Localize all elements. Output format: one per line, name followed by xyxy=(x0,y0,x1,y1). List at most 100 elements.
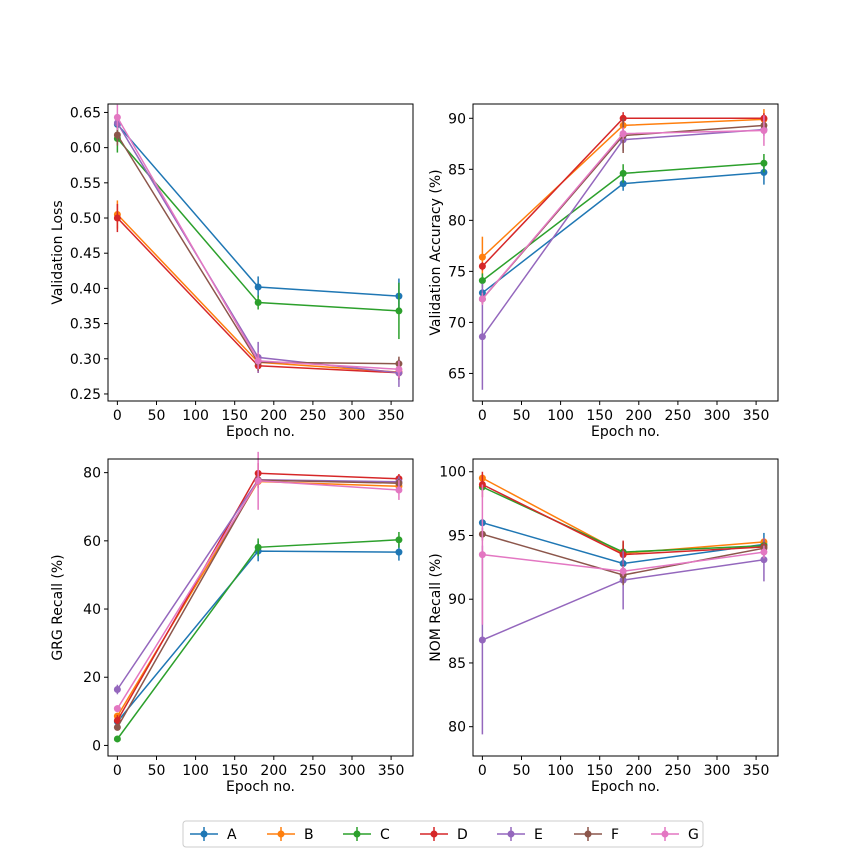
y-tick-label: 90 xyxy=(448,592,466,608)
data-point xyxy=(395,365,403,373)
legend-marker xyxy=(661,830,669,838)
data-point xyxy=(395,486,403,494)
x-tick-label: 250 xyxy=(665,408,692,424)
x-axis-label: Epoch no. xyxy=(591,424,660,440)
legend-entry-G: G xyxy=(651,827,699,843)
legend-entry-B: B xyxy=(267,827,314,843)
x-axis-label: Epoch no. xyxy=(226,779,295,795)
x-tick-label: 150 xyxy=(221,408,248,424)
legend-entry-D: D xyxy=(420,827,468,843)
data-point xyxy=(254,477,262,485)
legend-label: F xyxy=(611,827,619,843)
data-point xyxy=(113,735,121,743)
plot-area xyxy=(473,459,778,756)
y-axis-label: GRG Recall (%) xyxy=(50,554,66,660)
y-tick-label: 90 xyxy=(448,111,466,127)
data-point xyxy=(395,307,403,315)
legend-label: A xyxy=(227,827,237,843)
legend-label: D xyxy=(457,827,468,843)
data-point xyxy=(478,262,486,270)
x-tick-label: 300 xyxy=(704,763,731,779)
x-tick-label: 300 xyxy=(704,408,731,424)
x-tick-label: 0 xyxy=(113,763,122,779)
y-tick-label: 100 xyxy=(439,465,466,481)
data-point xyxy=(113,723,121,731)
series-G xyxy=(478,484,768,625)
x-tick-label: 150 xyxy=(586,408,613,424)
y-tick-label: 60 xyxy=(83,534,101,550)
x-tick-label: 250 xyxy=(300,763,327,779)
data-point xyxy=(619,567,627,575)
data-point xyxy=(254,283,262,291)
x-tick-label: 50 xyxy=(513,408,531,424)
data-point xyxy=(395,548,403,556)
x-tick-label: 0 xyxy=(113,408,122,424)
y-tick-label: 40 xyxy=(83,602,101,618)
legend: A B C D E F G xyxy=(182,820,704,848)
data-point xyxy=(254,543,262,551)
chart-grg-recall: 0 50 100 150 200 250 300 350 0 20 40 60 80 Epoch no. G… xyxy=(50,451,414,795)
y-tick-label: 80 xyxy=(448,720,466,736)
x-tick-label: 0 xyxy=(478,763,487,779)
y-tick-label: 0.55 xyxy=(70,176,101,192)
x-tick-label: 0 xyxy=(478,408,487,424)
legend-entry-F: F xyxy=(574,827,619,843)
data-point xyxy=(478,295,486,303)
legend-marker xyxy=(584,830,592,838)
y-tick-label: 0.65 xyxy=(70,105,101,121)
series-C xyxy=(113,531,403,743)
data-point xyxy=(113,214,121,222)
x-tick-label: 50 xyxy=(513,763,531,779)
y-tick-label: 80 xyxy=(448,213,466,229)
axes-frame xyxy=(472,458,779,757)
data-point xyxy=(619,169,627,177)
data-point xyxy=(478,253,486,261)
legend-entry-C: C xyxy=(343,827,390,843)
data-point xyxy=(478,333,486,341)
chart-loss: 0 50 100 150 200 250 300 350 0.25 0.30 0.35 0.40 0.4… xyxy=(50,103,414,440)
x-tick-label: 50 xyxy=(148,408,166,424)
plot-area xyxy=(108,104,413,401)
y-tick-label: 0.60 xyxy=(70,141,101,157)
axes-frame xyxy=(107,458,414,757)
y-tick-label: 0.45 xyxy=(70,246,101,262)
x-tick-label: 150 xyxy=(221,763,248,779)
data-point xyxy=(113,131,121,139)
x-tick-label: 200 xyxy=(625,763,652,779)
data-point xyxy=(478,277,486,285)
data-point xyxy=(113,686,121,694)
y-axis-label: NOM Recall (%) xyxy=(428,553,444,661)
data-point xyxy=(760,159,768,167)
plot-area xyxy=(473,104,778,401)
x-tick-label: 350 xyxy=(378,408,405,424)
y-tick-label: 20 xyxy=(83,670,101,686)
y-tick-label: 0.25 xyxy=(70,387,101,403)
y-axis-label: Validation Accuracy (%) xyxy=(428,169,444,335)
data-point xyxy=(113,705,121,713)
legend-entry-E: E xyxy=(497,827,543,843)
x-tick-label: 100 xyxy=(547,763,574,779)
y-tick-label: 0.50 xyxy=(70,211,101,227)
data-point xyxy=(395,536,403,544)
legend-label: C xyxy=(380,827,390,843)
series-G xyxy=(113,451,403,713)
axes-frame xyxy=(472,103,779,402)
x-tick-label: 100 xyxy=(182,408,209,424)
plot-area xyxy=(108,459,413,756)
legend-marker xyxy=(200,830,208,838)
y-tick-label: 70 xyxy=(448,315,466,331)
y-tick-label: 0.30 xyxy=(70,352,101,368)
axes-frame xyxy=(107,103,414,402)
legend-marker xyxy=(507,830,515,838)
y-tick-label: 95 xyxy=(448,528,466,544)
x-tick-label: 150 xyxy=(586,763,613,779)
y-tick-label: 85 xyxy=(448,656,466,672)
y-tick-label: 80 xyxy=(83,466,101,482)
series-G xyxy=(113,104,403,378)
x-tick-label: 50 xyxy=(148,763,166,779)
data-point xyxy=(760,548,768,556)
legend-label: E xyxy=(534,827,543,843)
x-tick-label: 350 xyxy=(743,763,770,779)
y-tick-label: 75 xyxy=(448,264,466,280)
